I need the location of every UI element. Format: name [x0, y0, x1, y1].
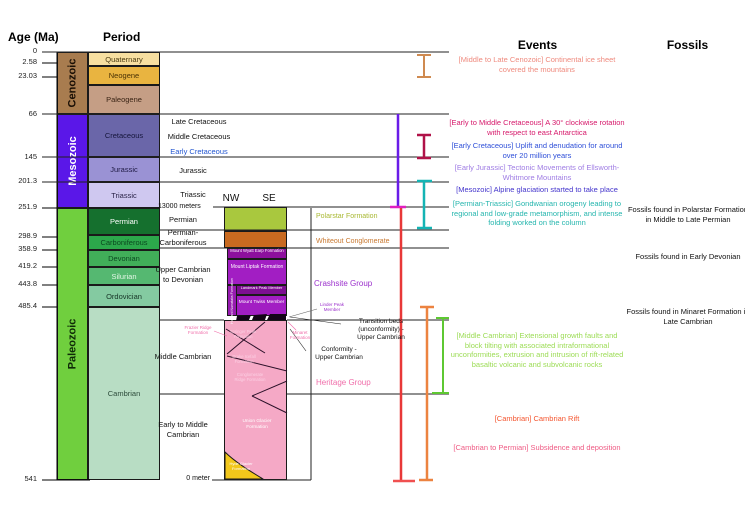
period-carboniferous: Carboniferous	[88, 235, 160, 250]
era-mesozoic: Mesozoic	[57, 114, 88, 208]
column-direction-se: SE	[262, 193, 276, 204]
meters-bottom-label: 0 meter	[186, 475, 210, 482]
hyde-glacier-label: Hyde Glacier Formation	[229, 461, 253, 471]
stage-jurassic: Jurassic	[179, 166, 207, 175]
event-range-bars	[390, 54, 449, 483]
mount-wyatt-earp-block	[227, 248, 287, 259]
heritage-annotation: Heritage Group	[316, 378, 371, 387]
age-tick-23.03: 23.03	[18, 71, 37, 80]
row-upper-cambrian-devonian: Upper Cambrian to Devonian	[155, 265, 211, 285]
age-tick-201.3: 201.3	[18, 176, 37, 185]
stage-triassic: Triassic	[180, 190, 206, 199]
linder-peak-annotation: Linder Peak Member	[319, 302, 345, 313]
age-tick-298.9: 298.9	[18, 231, 37, 240]
polarstar-annotation: Polarstar Formation	[316, 213, 378, 220]
row-permian: Permian	[169, 215, 197, 224]
period-column-title: Period	[103, 30, 141, 44]
crashsite-annotation: Crashsite Group	[314, 279, 373, 288]
stage-late-cretaceous: Late Cretaceous	[171, 117, 227, 126]
event-mesozoic-glaciation: [Mesozoic] Alpine glaciation started to …	[456, 185, 618, 194]
period-quaternary: Quaternary	[88, 52, 160, 66]
event-cretaceous-uplift: [Early Cretaceous] Uplift and denudation…	[451, 141, 623, 160]
age-tick-145: 145	[24, 152, 37, 161]
mount-liptak-block	[227, 259, 287, 285]
period-permian: Permian	[88, 208, 160, 235]
meters-top-label: 13000 meters	[158, 203, 201, 210]
event-subsidence-deposition: [Cambrian to Permian] Subsidence and dep…	[453, 443, 621, 452]
conformity-annotation: Conformity - Upper Cambrian	[315, 346, 363, 361]
stage-middle-cretaceous: Middle Cretaceous	[167, 132, 231, 141]
event-middle-cambrian-faults: [Middle Cambrian] Extensional growth fau…	[450, 331, 624, 369]
event-gondwanian-orogeny: [Permian-Triassic] Gondwanian orogeny le…	[451, 199, 623, 228]
fossil-note-minaret: Fossils found in Minaret Formation in La…	[626, 307, 745, 326]
mount-twiss-label: Mount Twiss Member	[238, 300, 285, 305]
period-devonian: Devonian	[88, 250, 160, 267]
period-paleogene: Paleogene	[88, 85, 160, 114]
fossil-note-polarstar: Fossils found in Polarstar Formation in …	[627, 205, 745, 224]
row-permian-carboniferous: Permian- Carboniferous	[159, 228, 207, 248]
event-cambrian-rift: [Cambrian] Cambrian Rift	[494, 414, 580, 423]
age-tick-541: 541	[24, 474, 37, 483]
period-triassic: Triassic	[88, 182, 160, 208]
age-tick-358.9: 358.9	[18, 244, 37, 253]
event-jurassic-tectonics: [Early Jurassic] Tectonic Movements of E…	[454, 163, 620, 182]
subsidence-bar	[393, 208, 415, 483]
mesozoic-glaciation-bar	[390, 114, 406, 209]
period-jurassic: Jurassic	[88, 157, 160, 182]
whiteout-annotation: Whiteout Conglomerate	[316, 238, 390, 245]
gondwanian-orogeny-bar	[417, 179, 432, 230]
fossil-note-devonian: Fossils found in Early Devonian	[635, 252, 741, 261]
conglomerate-ridge-label: Conglomerate Ridge Formation	[234, 372, 266, 382]
heritage-group-block	[224, 320, 287, 480]
event-cenozoic-ice-sheet: [Middle to Late Cenozoic] Continental ic…	[458, 55, 616, 74]
springer-peak-label: Springer Peak Formation	[229, 329, 257, 339]
transition-beds-annotation: Transition beds (unconformity) - Upper C…	[357, 318, 405, 341]
whiteout-block	[224, 231, 287, 248]
fossils-column-title: Fossils	[666, 38, 709, 52]
union-glacier-label: Union Glacier Formation	[242, 419, 272, 430]
ice-sheet-bar	[417, 54, 431, 78]
cretaceous-rotation-bar	[417, 133, 431, 160]
cambrian-rift-bar	[419, 305, 434, 482]
column-direction-nw: NW	[222, 193, 240, 204]
event-cretaceous-rotation: [Early to Middle Cretaceous] A 30° clock…	[449, 118, 625, 137]
age-tick-66: 66	[28, 109, 37, 118]
minaret-annotation: Minaret Formation	[289, 330, 311, 341]
era-mesozoic-label: Mesozoic	[66, 136, 79, 186]
period-cretaceous: Cretaceous	[88, 114, 160, 157]
age-tick-443.8: 443.8	[18, 279, 37, 288]
row-early-middle-cambrian: Early to Middle Cambrian	[158, 420, 208, 440]
drake-icefall-label: Drake Icefall Formation	[232, 354, 256, 364]
polarstar-block	[224, 207, 287, 231]
events-column-title: Events	[517, 38, 558, 52]
landmark-peak-label: Landmark Peak Member	[240, 285, 283, 290]
age-tick-419.2: 419.2	[18, 261, 37, 270]
era-cenozoic: Cenozoic	[57, 52, 88, 114]
frazier-ridge-annotation: Frazier Ridge Formation	[184, 325, 212, 336]
age-tick-0: 0	[32, 46, 37, 55]
era-cenozoic-label: Cenozoic	[66, 58, 79, 108]
howard-nunataks-label: Howard Nunataks Formation	[230, 277, 234, 324]
period-silurian: Silurian	[88, 267, 160, 285]
age-tick-2.58: 2.58	[22, 57, 37, 66]
age-axis-title: Age (Ma)	[8, 30, 59, 44]
mount-liptak-label: Mount Liptak Formation	[230, 264, 284, 270]
age-tick-485.4: 485.4	[18, 301, 37, 310]
row-middle-cambrian: Middle Cambrian	[154, 352, 212, 361]
period-cambrian: Cambrian	[88, 307, 160, 480]
mount-wyatt-earp-label: Mount Wyatt Earp Formation	[230, 248, 284, 253]
period-neogene: Neogene	[88, 66, 160, 85]
period-ordovician: Ordovician	[88, 285, 160, 307]
stage-early-cretaceous: Early Cretaceous	[170, 147, 228, 156]
landmark-peak-block	[236, 285, 287, 295]
era-paleozoic: Paleozoic	[57, 208, 88, 480]
era-paleozoic-label: Paleozoic	[66, 318, 79, 370]
age-tick-251.9: 251.9	[18, 202, 37, 211]
